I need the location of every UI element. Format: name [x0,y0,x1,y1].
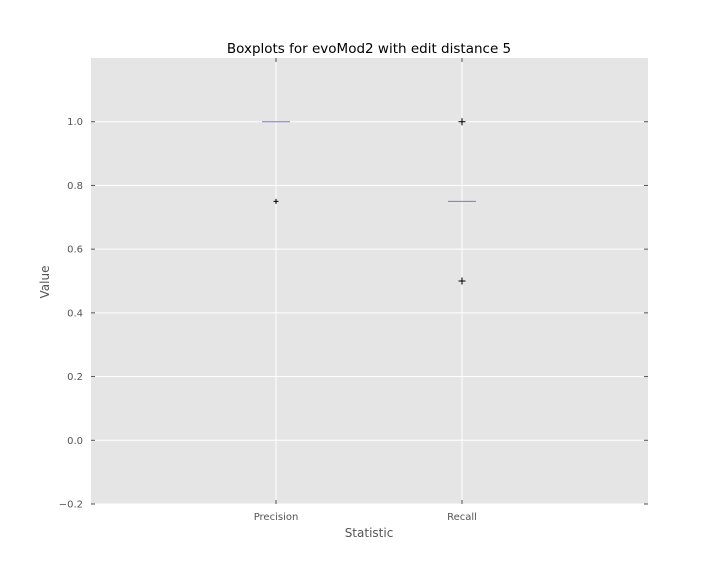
x-tick-label: Recall [447,512,477,523]
plot-area [91,58,648,504]
tick-layer: −0.2 0.0 0.2 0.4 0.6 0.8 1.0 Precision Recall [59,58,648,523]
y-tick-label: 0.4 [67,308,83,319]
outlier-point [273,198,279,204]
chart-title: Boxplots for evoMod2 with edit distance … [227,41,511,57]
y-tick-label: 0.8 [67,181,83,192]
mark-layer [262,118,476,285]
x-axis-label: Statistic [345,526,394,540]
y-tick-label: 1.0 [67,117,83,128]
y-tick-label: 0.6 [67,245,83,256]
y-tick-label: −0.2 [59,500,83,511]
y-axis-label: Value [38,266,52,299]
x-tick-label: Precision [254,512,299,523]
outlier-point [458,277,466,285]
outlier-point [458,118,466,126]
y-tick-label: 0.0 [67,436,83,447]
y-tick-label: 0.2 [67,372,83,383]
